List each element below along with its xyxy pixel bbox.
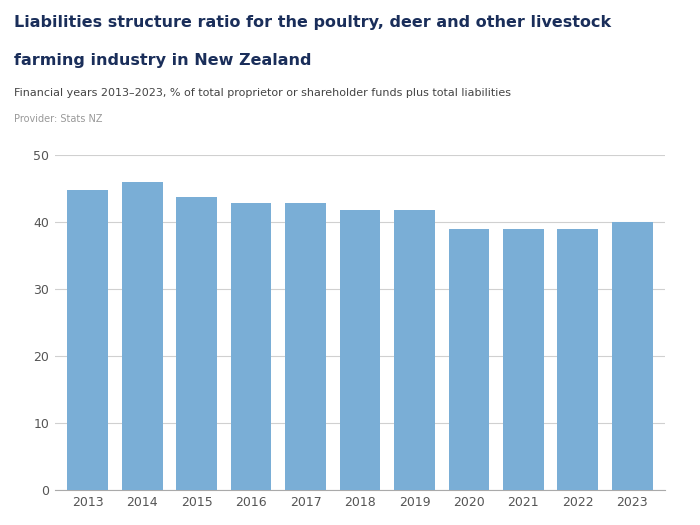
Bar [340,210,380,490]
Bar [503,229,544,490]
Bar [612,222,652,490]
Text: farming industry in New Zealand: farming industry in New Zealand [14,52,312,68]
Bar [67,190,108,490]
Bar [394,210,435,490]
Bar [176,196,217,490]
Text: Provider: Stats NZ: Provider: Stats NZ [14,114,102,124]
Bar [122,182,162,490]
Text: Financial years 2013–2023, % of total proprietor or shareholder funds plus total: Financial years 2013–2023, % of total pr… [14,88,511,98]
Text: figure.nz: figure.nz [596,17,667,31]
Bar [285,203,326,490]
Bar [230,203,272,490]
Text: Liabilities structure ratio for the poultry, deer and other livestock: Liabilities structure ratio for the poul… [14,15,611,30]
Bar [449,229,489,490]
Bar [557,229,598,490]
